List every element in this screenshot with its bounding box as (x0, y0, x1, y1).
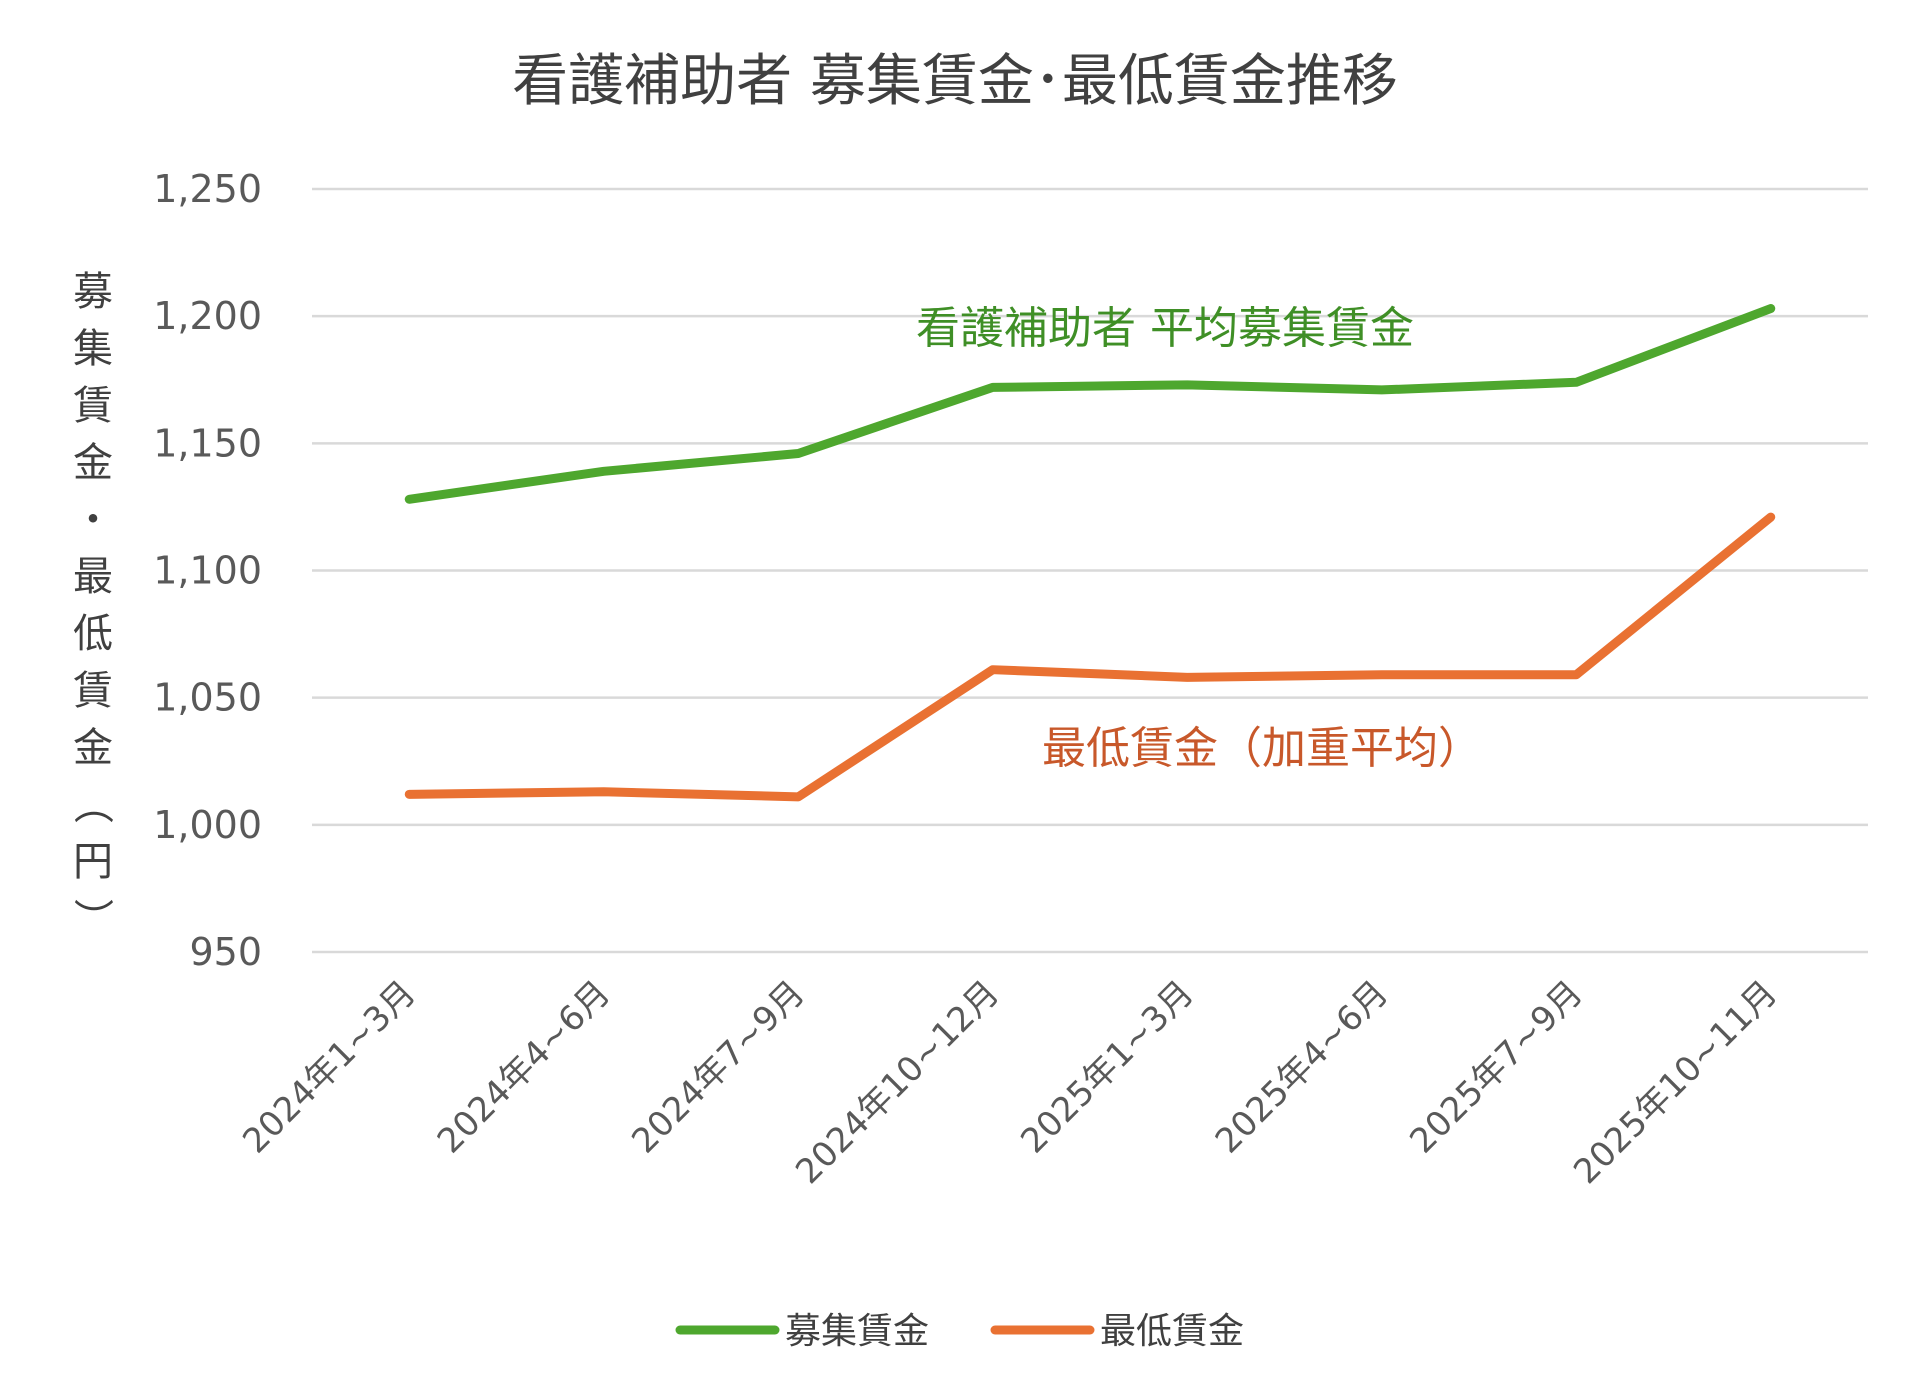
y-tick-labels: 950 1,000 1,050 1,100 1,150 1,200 1,250 (153, 167, 262, 974)
x-tick-label: 2025年7~9月 (1402, 973, 1590, 1161)
series-line-minimum-wage (404, 512, 1776, 802)
annotation-recruitment-wage: 看護補助者 平均募集賃金 (916, 303, 1414, 354)
x-tick-label: 2025年4~6月 (1208, 973, 1396, 1161)
x-tick-label: 2024年7~9月 (624, 973, 812, 1161)
y-tick-label: 1,250 (153, 167, 262, 211)
y-axis-label-char: ） (69, 898, 115, 938)
y-tick-label: 1,000 (153, 803, 262, 847)
y-tick-label: 1,100 (153, 549, 262, 593)
legend-label: 最低賃金 (1100, 1311, 1244, 1352)
y-tick-label: 1,050 (153, 676, 262, 720)
y-axis-label-char: 募 (73, 269, 113, 315)
x-tick-label: 2024年4~6月 (430, 973, 618, 1161)
y-axis-label-char: 低 (73, 611, 113, 657)
x-tick-label: 2025年10~11月 (1566, 973, 1785, 1192)
y-tick-label: 1,200 (153, 294, 262, 338)
y-axis-label-char: ・ (73, 497, 113, 543)
legend-label: 募集賃金 (785, 1311, 929, 1352)
legend: 募集賃金 最低賃金 (675, 1311, 1244, 1352)
y-axis-label-char: （ (69, 784, 115, 824)
y-axis-label-char: 金 (73, 440, 113, 486)
y-axis-label-char: 賃 (73, 668, 113, 714)
series-line-recruitment-wage (404, 304, 1776, 504)
annotation-minimum-wage: 最低賃金（加重平均） (1042, 723, 1482, 774)
gridlines (312, 187, 1868, 954)
y-axis-label: 募集賃金・最低賃金（円） (69, 269, 115, 938)
x-tick-label: 2024年1~3月 (235, 973, 423, 1161)
y-tick-label: 1,150 (153, 421, 262, 465)
y-axis-label-char: 集 (73, 326, 113, 372)
y-axis-label-char: 賃 (73, 383, 113, 429)
chart-title: 看護補助者 募集賃金･最低賃金推移 (512, 49, 1398, 114)
x-tick-label: 2025年1~3月 (1013, 973, 1201, 1161)
x-tick-label: 2024年10~12月 (788, 973, 1007, 1192)
y-axis-label-char: 金 (73, 725, 113, 771)
y-axis-label-char: 円 (73, 839, 113, 885)
series-lines (404, 304, 1776, 802)
y-axis-label-char: 最 (73, 554, 113, 600)
y-tick-label: 950 (189, 930, 262, 974)
